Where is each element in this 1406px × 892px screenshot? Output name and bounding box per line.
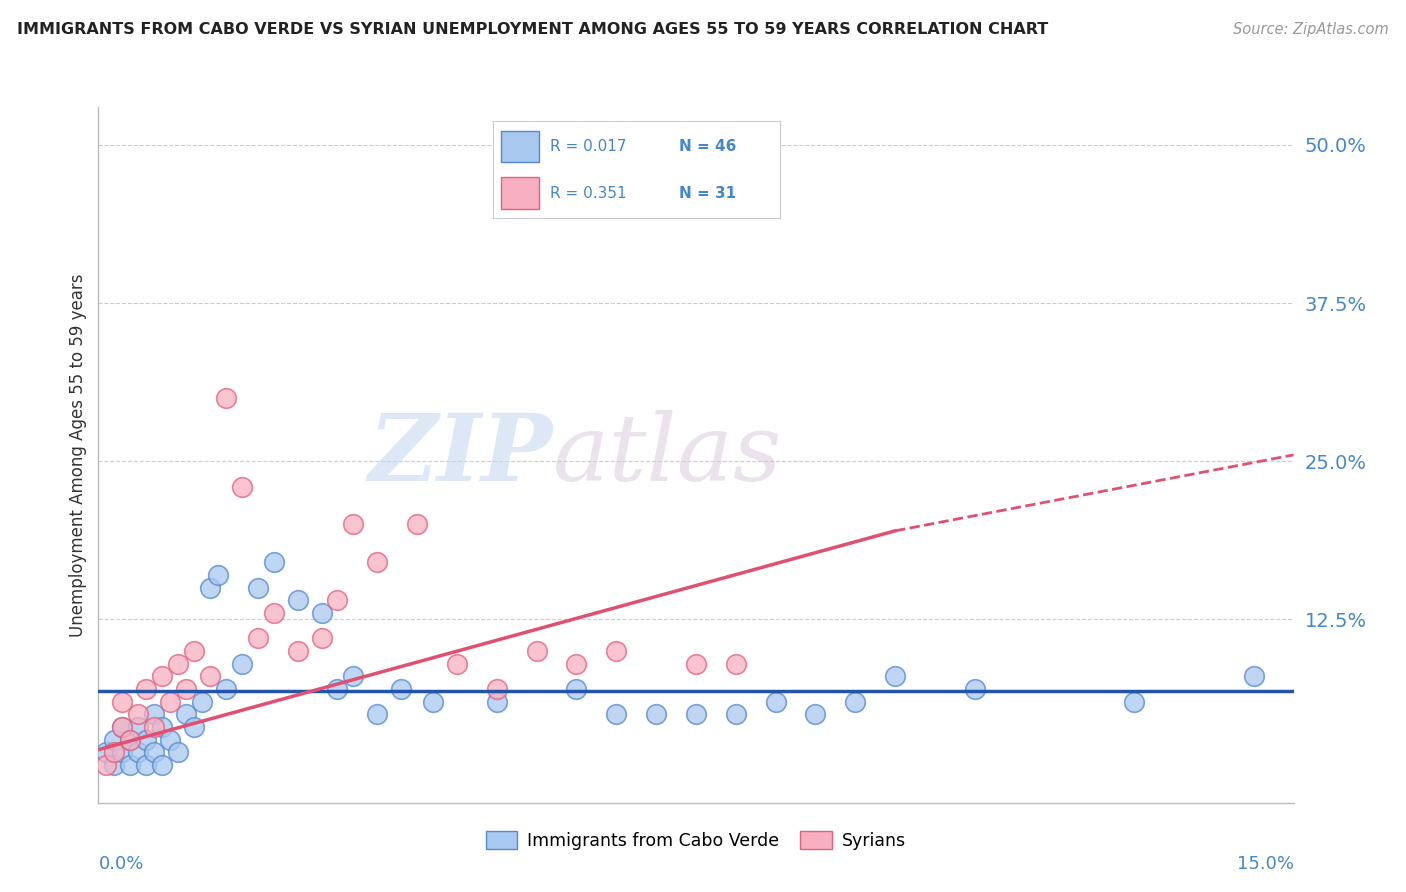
Point (143, 745, 166, 759)
Point (167, 657, 190, 671)
Point (311, 632, 333, 646)
Point (174, 681, 197, 696)
Point (263, 556, 285, 570)
Point (207, 568, 229, 582)
Legend: Immigrants from Cabo Verde, Syrians: Immigrants from Cabo Verde, Syrians (479, 824, 912, 856)
Y-axis label: Unemployment Among Ages 55 to 59 years: Unemployment Among Ages 55 to 59 years (69, 273, 87, 637)
Point (103, 745, 125, 759)
Point (326, 593, 349, 607)
Point (111, 720, 134, 734)
Point (103, 732, 125, 747)
Point (143, 720, 166, 734)
Point (389, 681, 412, 696)
Point (111, 695, 134, 709)
Point (342, 669, 364, 683)
Point (198, 581, 221, 595)
Point (215, 391, 238, 405)
Point (103, 757, 125, 772)
Point (96, 745, 118, 759)
Point (565, 681, 588, 696)
Point (287, 593, 309, 607)
Point (183, 720, 205, 734)
Point (263, 606, 285, 620)
Text: Source: ZipAtlas.com: Source: ZipAtlas.com (1233, 22, 1389, 37)
Point (605, 707, 627, 722)
Point (685, 657, 707, 671)
Point (366, 556, 388, 570)
Point (135, 757, 157, 772)
Point (366, 707, 388, 722)
Point (159, 695, 181, 709)
Point (565, 657, 588, 671)
Point (406, 517, 429, 532)
Point (765, 695, 787, 709)
Point (127, 707, 149, 722)
Point (143, 707, 166, 722)
Point (446, 657, 468, 671)
Point (150, 669, 173, 683)
Point (884, 669, 907, 683)
Point (120, 732, 142, 747)
Point (127, 745, 149, 759)
Point (645, 707, 668, 722)
Point (526, 644, 548, 658)
Point (1123, 695, 1146, 709)
Point (1243, 669, 1265, 683)
Point (246, 632, 269, 646)
Point (311, 606, 333, 620)
Point (804, 707, 827, 722)
Text: 0.0%: 0.0% (98, 855, 143, 873)
Point (231, 657, 253, 671)
Point (422, 695, 444, 709)
Point (485, 695, 508, 709)
Point (963, 681, 986, 696)
Point (167, 745, 190, 759)
Point (183, 644, 205, 658)
Point (485, 681, 508, 696)
Point (174, 707, 197, 722)
Point (111, 745, 134, 759)
Point (191, 695, 214, 709)
Point (844, 695, 866, 709)
Point (120, 732, 142, 747)
Point (724, 657, 747, 671)
Point (215, 681, 238, 696)
Point (111, 720, 134, 734)
Text: atlas: atlas (553, 410, 782, 500)
Point (150, 757, 173, 772)
Point (120, 757, 142, 772)
Point (685, 707, 707, 722)
Point (198, 669, 221, 683)
Point (135, 681, 157, 696)
Point (96, 757, 118, 772)
Point (342, 517, 364, 532)
Point (159, 732, 181, 747)
Text: 15.0%: 15.0% (1236, 855, 1294, 873)
Text: ZIP: ZIP (368, 410, 553, 500)
Point (246, 581, 269, 595)
Point (724, 707, 747, 722)
Point (326, 681, 349, 696)
Point (231, 479, 253, 493)
Point (605, 644, 627, 658)
Point (127, 720, 149, 734)
Point (287, 644, 309, 658)
Point (135, 732, 157, 747)
Text: IMMIGRANTS FROM CABO VERDE VS SYRIAN UNEMPLOYMENT AMONG AGES 55 TO 59 YEARS CORR: IMMIGRANTS FROM CABO VERDE VS SYRIAN UNE… (17, 22, 1047, 37)
Point (150, 720, 173, 734)
